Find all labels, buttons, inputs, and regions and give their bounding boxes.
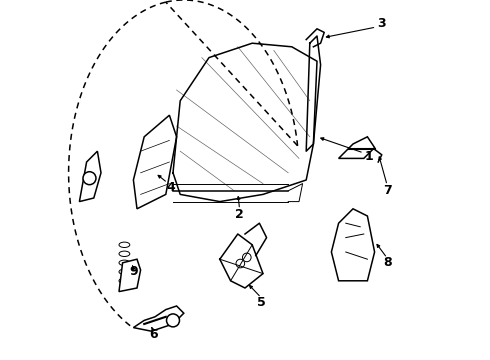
Circle shape [243,253,251,262]
Text: 1: 1 [365,150,373,163]
Text: 6: 6 [149,328,157,341]
Polygon shape [339,137,374,158]
Polygon shape [119,259,141,292]
Circle shape [167,314,179,327]
Ellipse shape [119,251,130,257]
Text: 4: 4 [167,181,175,194]
Text: 5: 5 [257,296,266,309]
Polygon shape [79,151,101,202]
Text: 8: 8 [383,256,392,269]
Text: 3: 3 [377,17,386,30]
Text: 2: 2 [235,208,244,221]
Polygon shape [133,115,176,209]
Ellipse shape [119,242,130,248]
Ellipse shape [119,278,130,284]
Circle shape [236,259,245,268]
Ellipse shape [119,260,130,266]
Ellipse shape [119,269,130,275]
Polygon shape [331,209,374,281]
Circle shape [83,172,96,185]
Polygon shape [133,306,184,331]
Text: 7: 7 [383,184,392,197]
Text: 9: 9 [129,265,138,278]
